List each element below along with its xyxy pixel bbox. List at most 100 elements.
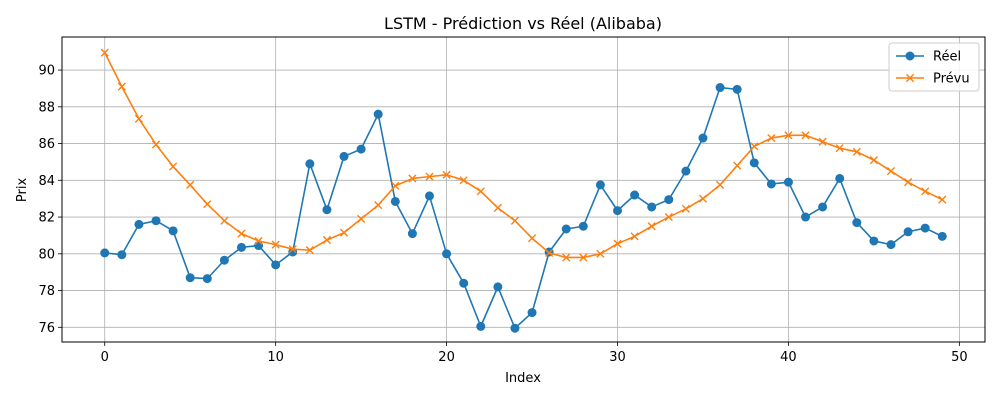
x-axis-label: Index [505,371,541,386]
chart-title: LSTM - Prédiction vs Réel (Alibaba) [384,14,662,33]
data-point [476,321,486,331]
data-point [938,195,947,204]
data-point [305,159,315,169]
data-point [322,235,332,245]
y-axis: 76 78 80 82 84 86 88 90 [38,64,62,336]
data-point [886,167,896,176]
data-point [151,140,161,149]
data-point [185,273,195,283]
data-point [476,187,485,196]
data-point [117,250,127,260]
data-point [169,162,178,171]
y-tick-label: 90 [38,64,55,79]
data-point [647,202,657,212]
data-point [801,131,810,140]
data-point [356,144,366,154]
data-point [613,239,622,248]
data-point [835,173,845,183]
x-tick-label: 0 [101,350,109,365]
data-point [357,214,366,223]
data-point [220,216,229,225]
data-point [134,219,144,229]
data-point [100,248,110,258]
data-point [510,323,520,333]
series-layer [100,48,947,333]
data-point [732,84,742,94]
data-point [425,172,434,181]
y-tick-label: 84 [38,174,55,189]
data-point [613,206,623,216]
y-tick-label: 88 [38,100,55,115]
legend-label: Prévu [933,72,970,87]
data-point [903,178,913,187]
data-point [750,142,759,151]
data-point [527,308,537,318]
data-point [681,204,690,213]
data-point [801,212,811,222]
data-point [271,260,281,270]
data-point [442,170,451,179]
data-point [630,232,639,241]
data-point [407,229,417,239]
data-point [236,242,246,252]
data-point [288,245,297,254]
data-point [168,226,178,236]
legend-item: Réel [896,50,961,65]
data-point [254,241,264,251]
series-reel [100,83,947,333]
data-point [390,196,400,206]
data-point [134,114,144,123]
legend-marker [905,51,915,61]
series-line [104,52,943,259]
data-point [835,144,844,153]
data-point [783,177,793,187]
data-point [903,227,913,237]
data-point [442,249,452,259]
y-tick-label: 76 [38,321,55,336]
data-point [852,218,862,228]
y-tick-label: 82 [38,211,55,226]
data-point [186,180,195,190]
data-point [596,249,605,258]
data-point [715,180,725,190]
data-point [595,180,605,190]
data-point [818,202,828,212]
data-point [373,109,383,119]
x-tick-label: 20 [438,350,455,365]
data-point [562,253,571,262]
data-point [408,174,417,183]
data-point [510,216,520,225]
data-point [527,234,537,243]
data-point [664,195,674,205]
legend: Réel Prévu [888,42,980,92]
data-point [493,282,503,292]
data-point [869,156,878,165]
legend-item: Prévu [896,72,970,87]
data-point [271,240,280,249]
data-point [852,147,861,156]
data-point [766,179,776,189]
x-tick-label: 10 [267,350,284,365]
data-point [818,137,827,146]
data-point [203,200,212,209]
data-point [733,161,742,170]
data-point [749,158,759,168]
legend-marker [905,73,915,83]
x-axis: 0 10 20 30 40 50 [101,342,968,365]
data-point [424,191,434,201]
x-tick-label: 40 [780,350,797,365]
data-point [391,181,400,190]
data-point [579,253,588,262]
data-point [459,278,469,288]
plot-frame [61,36,986,343]
y-axis-label: Prix [15,178,30,203]
data-point [784,131,793,140]
data-point [493,203,502,212]
data-point [545,248,554,257]
data-point [886,240,896,250]
data-point [151,216,161,226]
data-point [681,166,691,176]
data-point [339,228,349,237]
